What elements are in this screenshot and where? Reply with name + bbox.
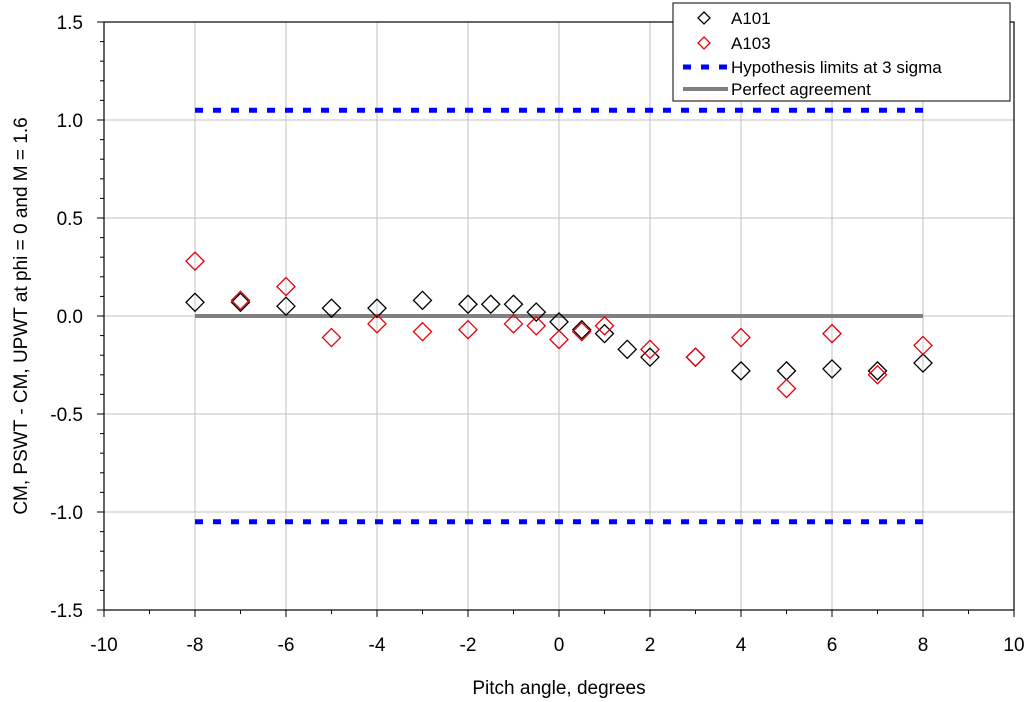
A103-point — [776, 378, 797, 399]
A101-point — [685, 347, 706, 368]
legend-label: Hypothesis limits at 3 sigma — [731, 58, 942, 77]
legend-box — [672, 2, 1011, 102]
x-tick-label: -6 — [278, 635, 295, 656]
y-tick-label: 0.5 — [57, 209, 83, 230]
axis-ticks — [97, 21, 1015, 617]
A103-point — [571, 321, 592, 342]
A103-point — [822, 323, 842, 344]
A103-point — [640, 339, 660, 360]
A101-point — [822, 359, 842, 379]
A103-point — [731, 327, 751, 348]
y-tick-label: -0.5 — [50, 405, 83, 426]
legend-label: A101 — [731, 9, 771, 28]
y-tick-label: 0.0 — [57, 307, 83, 328]
A101-point — [321, 298, 342, 319]
A101-point — [458, 294, 478, 315]
series-2 — [195, 107, 923, 525]
A103-point — [412, 321, 433, 342]
A103-point — [503, 313, 524, 334]
A103-point — [185, 251, 205, 272]
A101-point — [867, 360, 888, 381]
A101-point — [571, 319, 592, 340]
A101-point — [230, 292, 251, 313]
A101-point — [526, 302, 547, 322]
x-tick-label: -10 — [90, 635, 117, 656]
y-tick-label: -1.0 — [50, 503, 83, 524]
A101-point — [185, 292, 205, 313]
A103-point — [526, 315, 547, 336]
x-axis-title: Pitch angle, degrees — [472, 678, 645, 699]
A101-point — [412, 290, 433, 311]
A101-point — [367, 298, 387, 319]
A103-point — [230, 290, 251, 311]
A101-point — [776, 360, 797, 381]
A103-point — [867, 364, 888, 385]
legend-marker — [697, 36, 711, 50]
A103-point — [367, 313, 387, 334]
A101-point — [731, 360, 751, 381]
y-tick-label: -1.5 — [50, 601, 83, 622]
A103-point — [321, 327, 342, 348]
x-tick-label: 8 — [918, 635, 929, 656]
legend: A101 A103 Hypothesis limits at 3 sigma Perf… — [672, 2, 1011, 102]
x-tick-label: 4 — [736, 635, 747, 656]
A101-point — [480, 294, 501, 315]
A101-point — [503, 294, 524, 315]
x-tick-label: 2 — [645, 635, 656, 656]
A103-point — [913, 335, 933, 356]
series-1-points — [185, 251, 933, 399]
A103-point — [549, 329, 569, 350]
A103-point — [685, 347, 706, 368]
x-tick-label: -8 — [187, 635, 204, 656]
legend-label: Perfect agreement — [731, 80, 871, 99]
A103-point — [276, 276, 296, 297]
y-axis-title: CM, PSWT - CM, UPWT at phi = 0 and M = 1… — [11, 117, 32, 514]
x-tick-label: 10 — [1003, 635, 1024, 656]
legend-marker — [697, 11, 711, 25]
legend-label: A103 — [731, 34, 771, 53]
A103-point — [594, 315, 615, 336]
A101-point — [913, 353, 933, 373]
y-tick-label: 1.0 — [57, 111, 83, 132]
A103-point — [458, 319, 478, 340]
x-tick-label: 6 — [827, 635, 838, 656]
x-tick-label: 0 — [554, 635, 565, 656]
y-tick-label: 1.5 — [57, 13, 83, 34]
A101-point — [276, 296, 296, 317]
y-tick-labels: -1.5 -1.0 -0.5 0.0 0.5 1.0 1.5 — [50, 13, 83, 622]
A101-point — [617, 339, 638, 360]
x-tick-label: -4 — [369, 635, 386, 656]
A101-point — [594, 323, 615, 344]
series-layer — [185, 107, 933, 525]
x-tick-label: -2 — [460, 635, 477, 656]
A101-point — [640, 347, 660, 368]
x-tick-labels: -10 -8 -6 -4 -2 0 2 4 6 8 10 — [90, 635, 1024, 656]
